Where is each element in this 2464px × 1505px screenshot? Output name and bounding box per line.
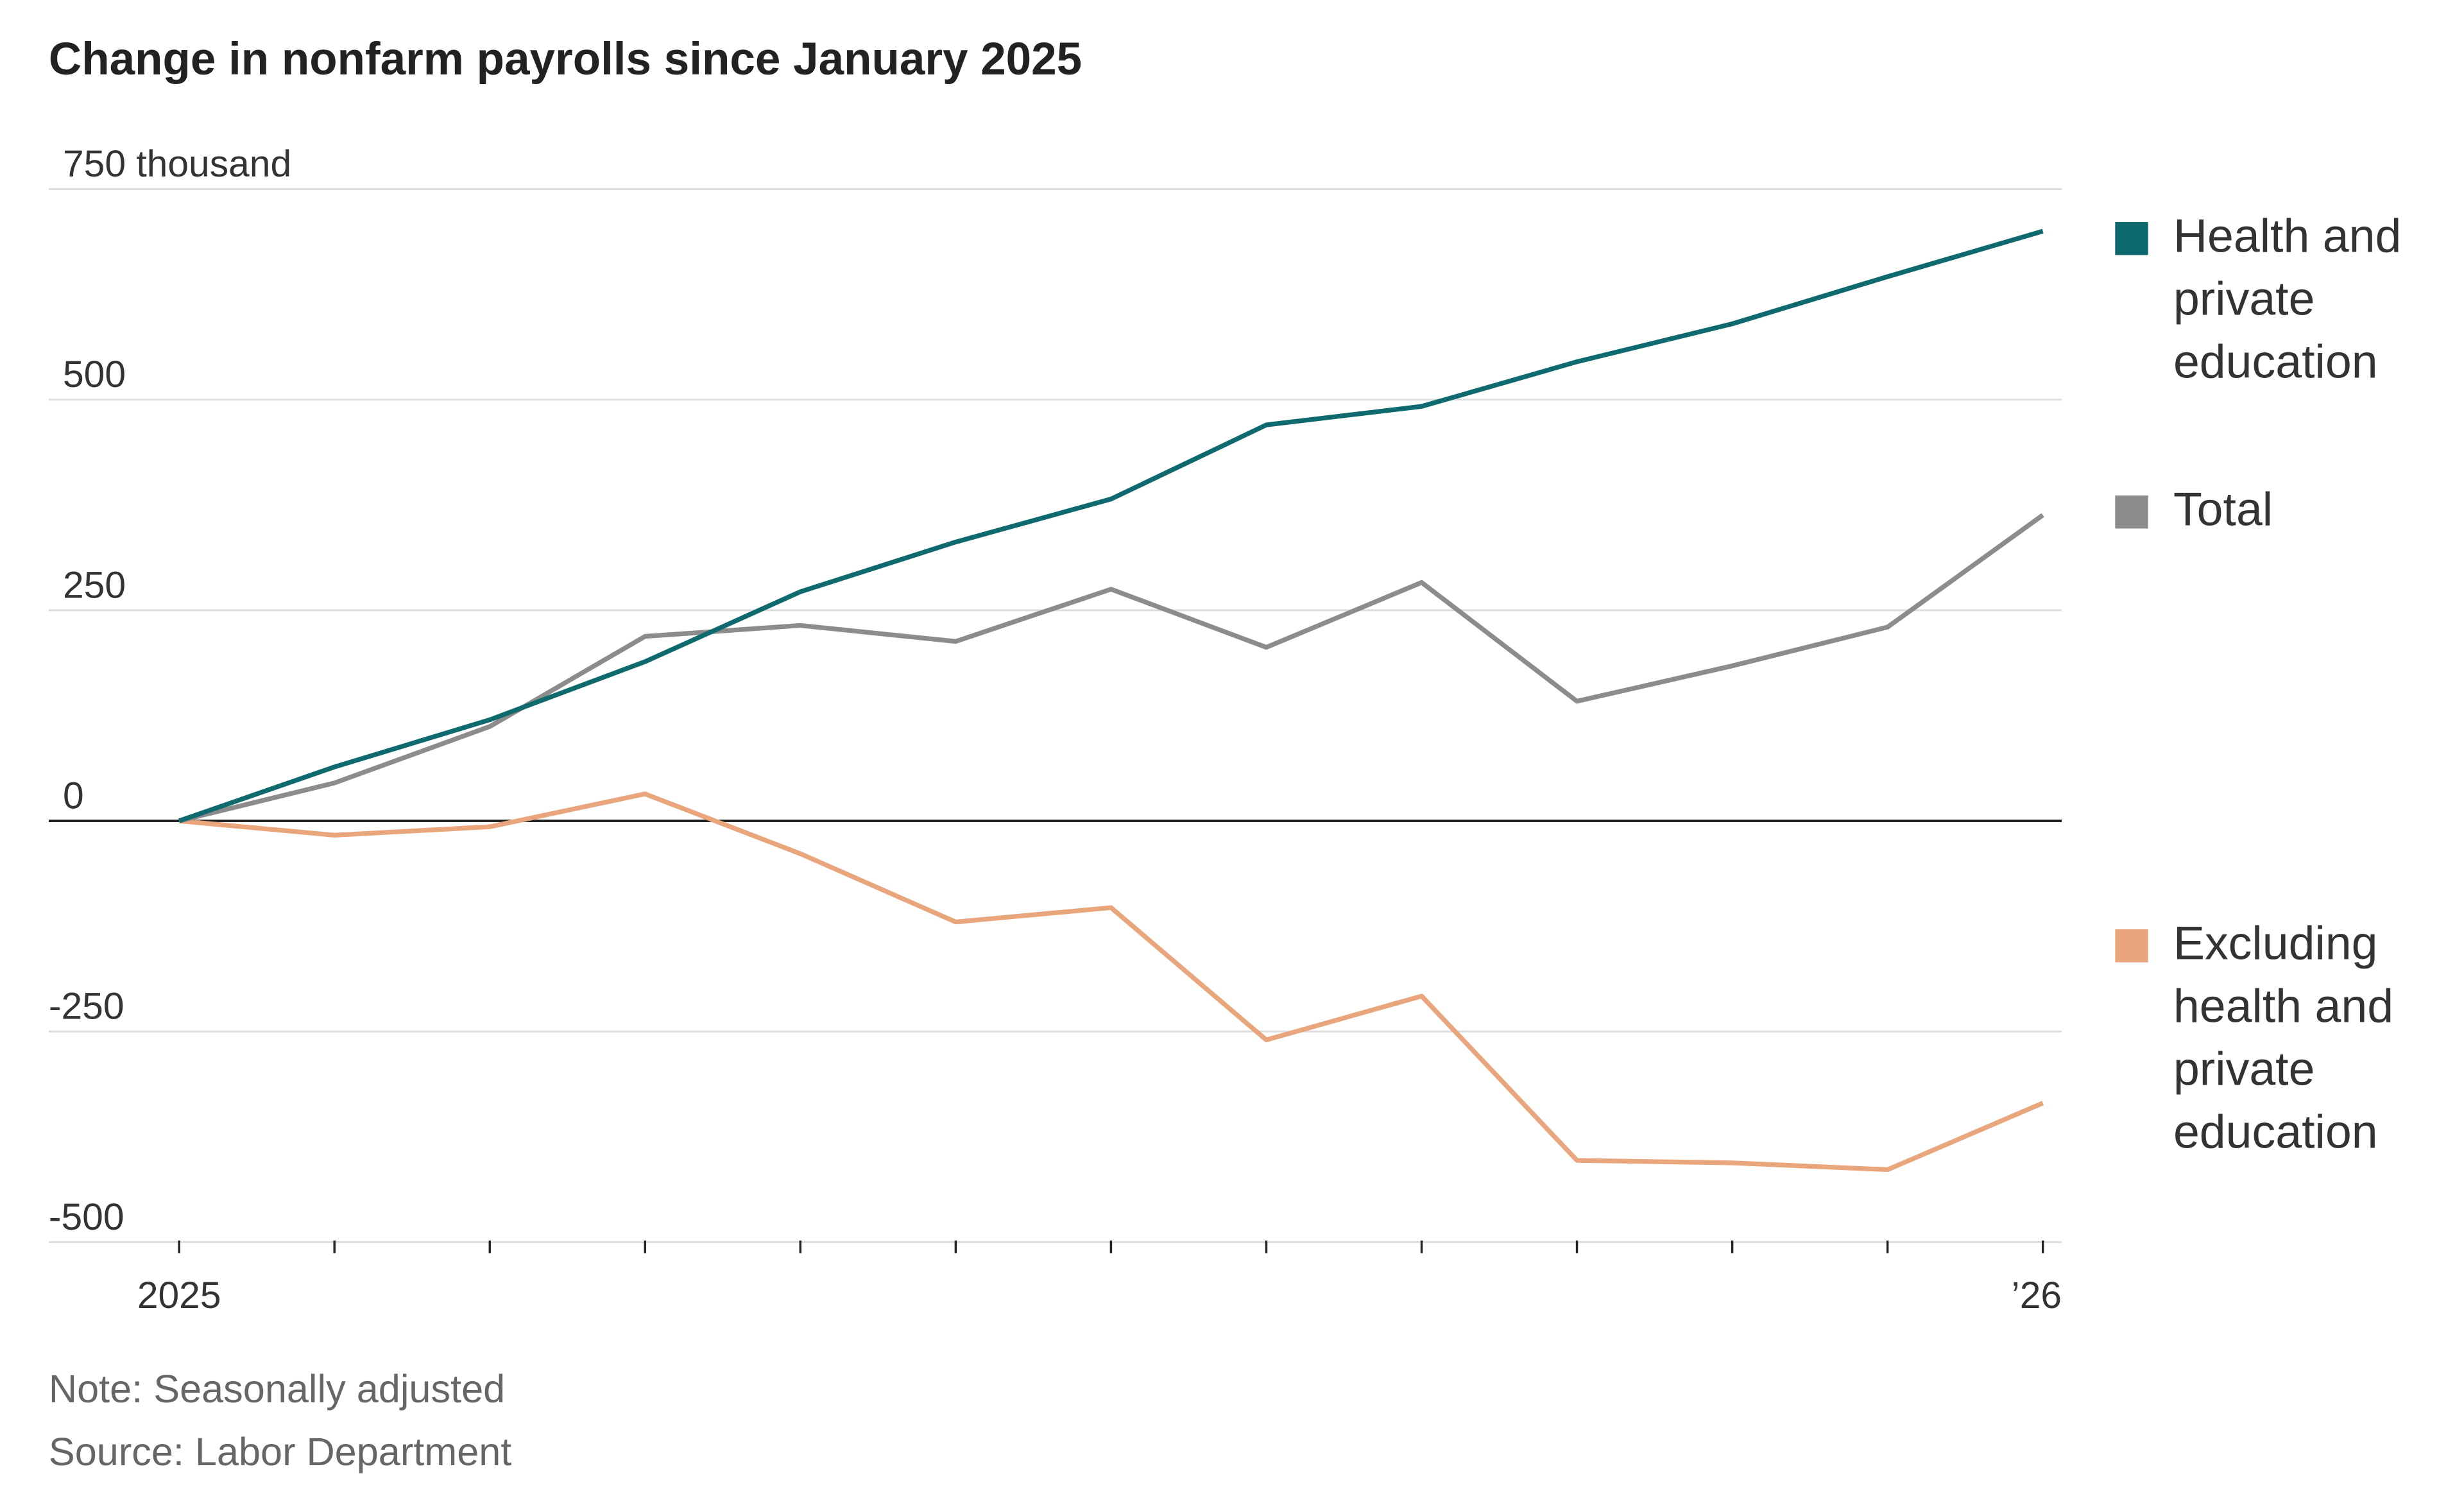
legend: Health and private education Total Excludi… xyxy=(2115,211,2402,1159)
legend-item: Excluding health and private education xyxy=(2115,918,2394,1159)
y-tick-label: 250 xyxy=(63,564,126,606)
gridlines xyxy=(48,188,2062,1243)
y-tick-label: -500 xyxy=(49,1196,124,1238)
series-line-2 xyxy=(178,791,2044,1173)
legend-label: Health and private education xyxy=(2173,211,2402,389)
legend-item: Health and private education xyxy=(2115,211,2402,389)
source-text: Source: Labor Department xyxy=(49,1430,511,1474)
x-tick-label-last: ’26 xyxy=(2012,1275,2062,1316)
series-line-1 xyxy=(178,513,2044,823)
series-lines xyxy=(178,228,2044,1173)
y-tick-label: 500 xyxy=(63,354,126,395)
legend-label: Total xyxy=(2173,484,2273,537)
legend-swatch xyxy=(2115,495,2148,529)
legend-swatch xyxy=(2115,929,2148,963)
legend-swatch xyxy=(2115,221,2148,255)
note-text: Note: Seasonally adjusted xyxy=(49,1367,505,1411)
y-tick-label: -250 xyxy=(49,986,124,1028)
x-tick-label-first: 2025 xyxy=(137,1275,221,1316)
legend-item: Total xyxy=(2115,484,2273,537)
y-tick-label: 0 xyxy=(63,775,84,816)
x-axis: 2025 ’26 xyxy=(137,1240,2062,1316)
legend-label: Excluding health and private education xyxy=(2173,918,2394,1159)
chart-title: Change in nonfarm payrolls since January… xyxy=(49,34,1082,85)
series-line-0 xyxy=(178,228,2044,823)
y-axis-ticks: 750 thousand 500 250 0 -250 -500 xyxy=(49,143,291,1238)
y-tick-label: 750 thousand xyxy=(63,143,291,185)
